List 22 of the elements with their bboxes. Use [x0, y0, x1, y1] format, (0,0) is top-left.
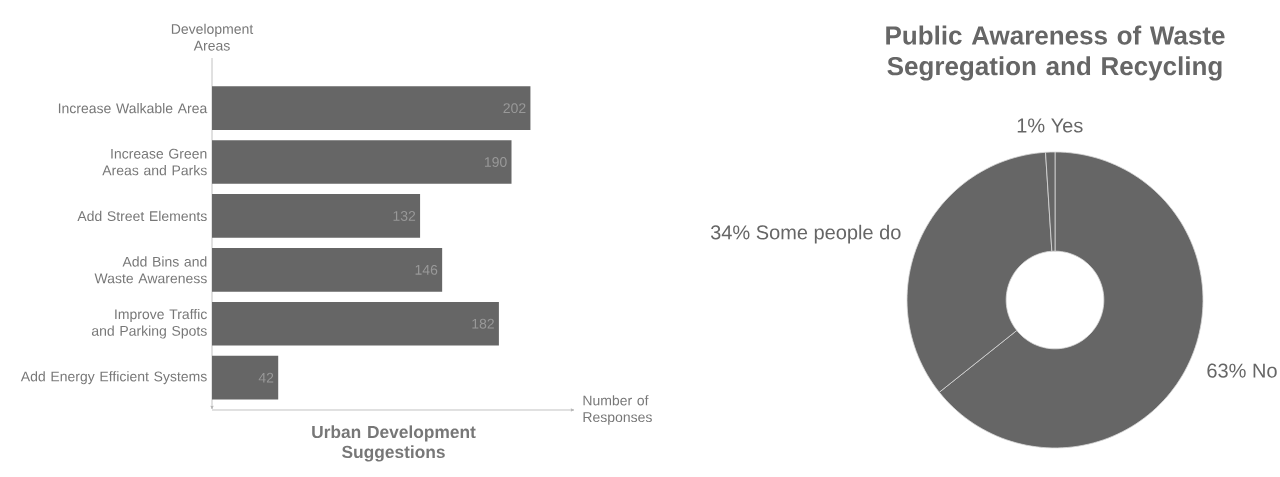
bar: [212, 140, 512, 184]
bar: [212, 248, 443, 292]
bar: [212, 194, 421, 238]
x-axis-title: Number of Responses: [583, 395, 652, 425]
slice-label: No: [1253, 363, 1277, 378]
y-axis-title: Development Areas: [171, 23, 254, 51]
y-tick-label: Improve Traffic and Parking Spots: [91, 308, 207, 339]
data-label: 63%: [1207, 363, 1246, 378]
data-label: 34%: [710, 225, 750, 240]
data-label: 1%: [1017, 118, 1045, 133]
y-tick-label: Add Energy Efficient Systems: [20, 371, 207, 385]
y-tick-label: Increase Green Areas and Parks: [102, 148, 207, 176]
bar: [212, 355, 279, 400]
slice-label: Some people do: [756, 224, 901, 244]
y-tick-label: Increase Walkable Area: [58, 102, 208, 114]
bar: [212, 86, 531, 130]
text: Urban Development Suggestions: [312, 425, 476, 462]
y-tick-label: Add Bins and Waste Awareness: [94, 256, 207, 284]
chart-title: Public Awareness of Waste Segregation and Recycling: [886, 25, 1225, 81]
bar: [212, 301, 499, 346]
y-tick-label: Add Street Elements: [77, 210, 207, 222]
slice-label: Yes: [1051, 118, 1083, 133]
